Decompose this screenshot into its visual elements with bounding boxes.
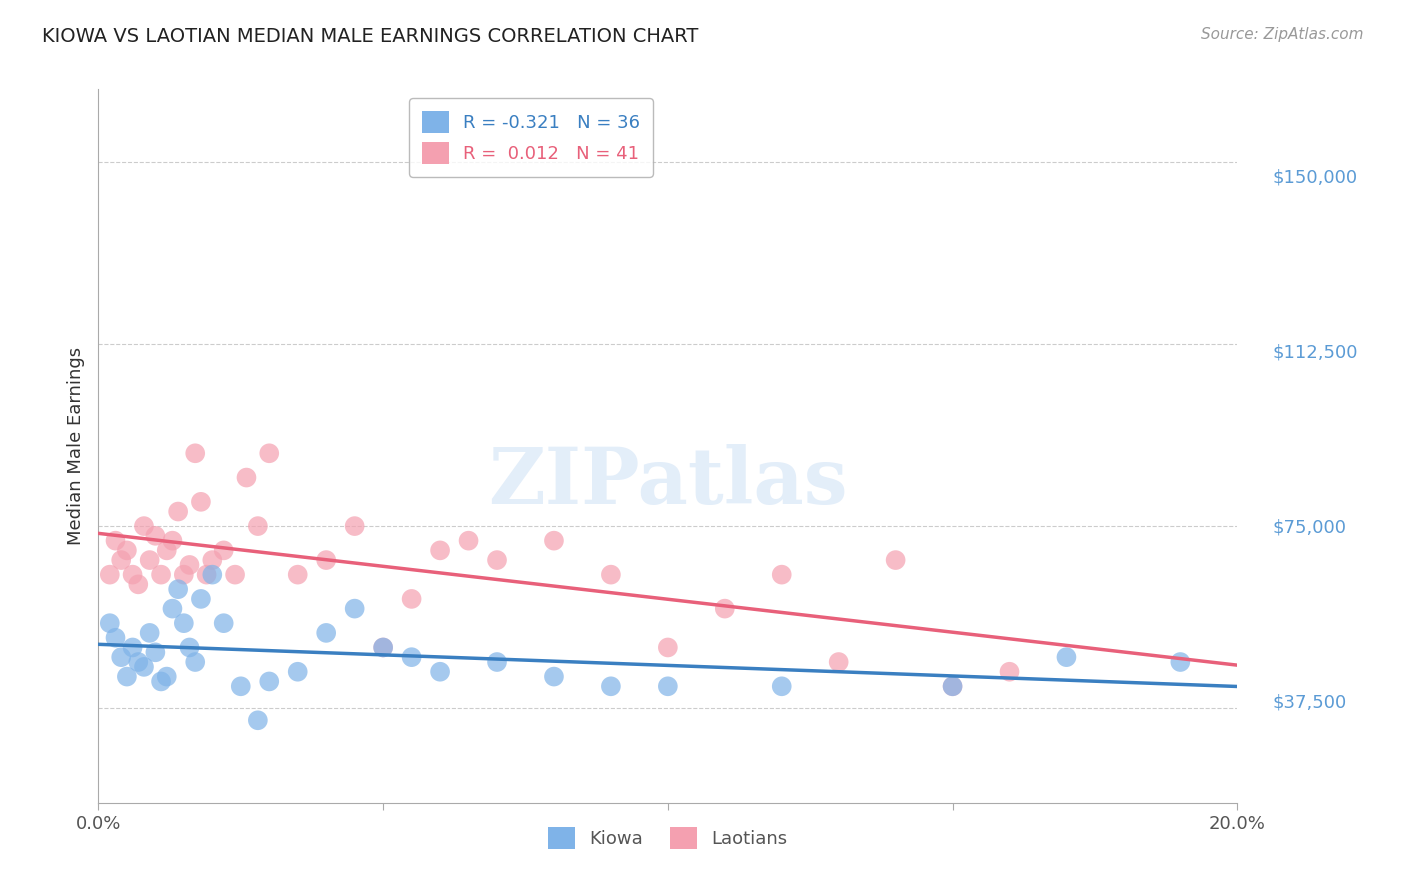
Point: [156, 670, 179, 684]
Point: [828, 655, 851, 669]
Point: [162, 601, 184, 615]
Point: [600, 679, 623, 693]
Point: [190, 591, 212, 606]
Point: [259, 674, 281, 689]
Point: [195, 567, 218, 582]
Point: [110, 650, 132, 665]
Point: [110, 553, 132, 567]
Point: [121, 640, 143, 655]
Point: [235, 470, 257, 484]
Point: [167, 504, 190, 518]
Point: [486, 553, 509, 567]
Point: [315, 553, 337, 567]
Point: [150, 674, 173, 689]
Point: [150, 567, 173, 582]
Point: [184, 446, 207, 460]
Point: [132, 660, 155, 674]
Point: [457, 533, 479, 548]
Point: [657, 679, 679, 693]
Point: [115, 670, 138, 684]
Text: $37,500: $37,500: [1272, 694, 1347, 712]
Point: [229, 679, 252, 693]
Point: [714, 601, 737, 615]
Point: [429, 665, 451, 679]
Point: [401, 650, 423, 665]
Point: [287, 665, 309, 679]
Point: [201, 553, 224, 567]
Point: [173, 616, 195, 631]
Point: [657, 640, 679, 655]
Point: [543, 533, 565, 548]
Point: [98, 567, 121, 582]
Point: [884, 553, 907, 567]
Point: [259, 446, 281, 460]
Point: [343, 601, 366, 615]
Point: [315, 626, 337, 640]
Point: [212, 543, 235, 558]
Point: [224, 567, 246, 582]
Point: [145, 529, 167, 543]
Point: [246, 713, 269, 727]
Point: [770, 567, 793, 582]
Point: [127, 655, 149, 669]
Text: ZIPatlas: ZIPatlas: [488, 443, 848, 520]
Point: [373, 640, 395, 655]
Point: [246, 519, 269, 533]
Point: [212, 616, 235, 631]
Point: [1056, 650, 1078, 665]
Y-axis label: Median Male Earnings: Median Male Earnings: [66, 347, 84, 545]
Text: $75,000: $75,000: [1272, 518, 1347, 537]
Point: [162, 533, 184, 548]
Point: [201, 567, 224, 582]
Point: [429, 543, 451, 558]
Text: KIOWA VS LAOTIAN MEDIAN MALE EARNINGS CORRELATION CHART: KIOWA VS LAOTIAN MEDIAN MALE EARNINGS CO…: [42, 27, 699, 45]
Legend: Kiowa, Laotians: Kiowa, Laotians: [538, 818, 797, 858]
Point: [138, 626, 160, 640]
Point: [998, 665, 1021, 679]
Point: [190, 495, 212, 509]
Point: [543, 670, 565, 684]
Text: Source: ZipAtlas.com: Source: ZipAtlas.com: [1201, 27, 1364, 42]
Point: [145, 645, 167, 659]
Point: [173, 567, 195, 582]
Point: [104, 631, 127, 645]
Point: [98, 616, 121, 631]
Point: [287, 567, 309, 582]
Point: [156, 543, 179, 558]
Point: [343, 519, 366, 533]
Point: [132, 519, 155, 533]
Point: [179, 640, 201, 655]
Point: [486, 655, 509, 669]
Point: [600, 567, 623, 582]
Point: [1170, 655, 1192, 669]
Point: [127, 577, 149, 591]
Point: [121, 567, 143, 582]
Point: [184, 655, 207, 669]
Point: [115, 543, 138, 558]
Point: [942, 679, 965, 693]
Point: [401, 591, 423, 606]
Text: $112,500: $112,500: [1272, 343, 1358, 361]
Text: $150,000: $150,000: [1272, 168, 1358, 186]
Point: [942, 679, 965, 693]
Point: [138, 553, 160, 567]
Point: [179, 558, 201, 572]
Point: [104, 533, 127, 548]
Point: [373, 640, 395, 655]
Point: [770, 679, 793, 693]
Point: [167, 582, 190, 597]
